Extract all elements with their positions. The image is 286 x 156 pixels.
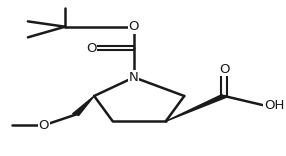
Text: N: N <box>129 71 139 84</box>
Text: O: O <box>129 20 139 33</box>
Polygon shape <box>166 95 226 121</box>
Text: O: O <box>219 63 229 76</box>
Text: O: O <box>39 119 49 132</box>
Text: O: O <box>86 41 97 54</box>
Text: OH: OH <box>264 99 284 112</box>
Polygon shape <box>73 96 94 115</box>
